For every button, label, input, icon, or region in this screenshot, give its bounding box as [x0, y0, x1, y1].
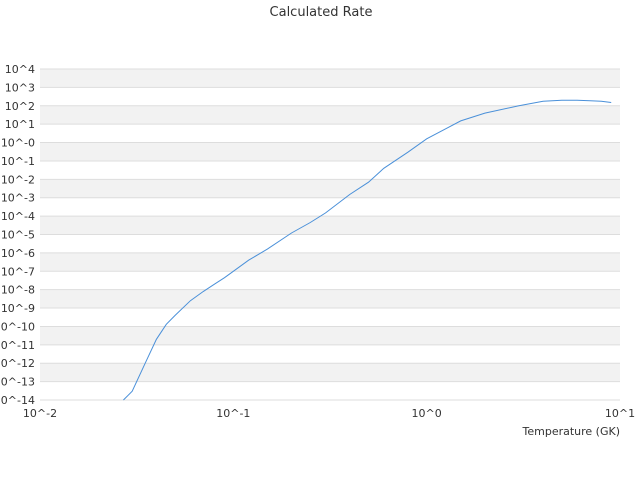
- grid-band: [40, 179, 620, 198]
- grid-band: [40, 271, 620, 290]
- y-tick-label: 10^4: [5, 63, 35, 76]
- series-line: [123, 99, 612, 401]
- grid-band: [40, 289, 620, 309]
- y-tick-label: 10^-6: [1, 247, 35, 260]
- y-tick-label: 10^-7: [1, 265, 35, 278]
- y-tick-label: 10^-11: [0, 339, 35, 352]
- grid-band: [40, 234, 620, 253]
- grid-band: [40, 344, 620, 364]
- grid-band: [40, 308, 620, 327]
- grid-band: [40, 363, 620, 382]
- grid-band: [40, 216, 620, 235]
- y-axis: 10^-14 10^-13 10^-12 10^-11 10^-10 10^-9 10^-8…: [0, 63, 35, 407]
- series-layer: [123, 99, 612, 401]
- y-tick-label: 10^-0: [1, 137, 35, 150]
- grid-band: [40, 252, 620, 272]
- y-tick-label: 10^-9: [1, 302, 35, 315]
- grid-band: [40, 105, 620, 125]
- grid-band: [40, 326, 620, 345]
- grid-band: [40, 87, 620, 106]
- y-tick-label: 10^-8: [1, 284, 35, 297]
- x-axis: 10^-2 10^-1 10^0 10^1: [23, 407, 635, 420]
- y-tick-label: 10^-5: [1, 229, 35, 242]
- y-tick-label: 10^-10: [0, 320, 35, 333]
- y-tick-label: 10^2: [5, 100, 35, 113]
- x-tick-label: 10^-1: [216, 407, 250, 420]
- y-tick-label: 10^-1: [1, 155, 35, 168]
- x-tick-label: 10^-2: [23, 407, 57, 420]
- x-axis-label: Temperature (GK): [522, 425, 621, 438]
- grid-band: [40, 160, 620, 180]
- y-tick-label: 10^-4: [1, 210, 35, 223]
- y-tick-label: 10^-12: [0, 357, 35, 370]
- x-tick-label: 10^0: [412, 407, 442, 420]
- grid-band: [40, 69, 620, 88]
- grid-band: [40, 142, 620, 161]
- x-tick-label: 10^1: [605, 407, 635, 420]
- y-tick-label: 10^-2: [1, 173, 35, 186]
- plot-background: [40, 68, 620, 401]
- y-tick-label: 10^3: [5, 81, 35, 94]
- y-tick-label: 10^-14: [0, 394, 35, 407]
- grid-band: [40, 381, 620, 400]
- grid-band: [40, 124, 620, 143]
- y-tick-label: 10^1: [5, 118, 35, 131]
- grid-band: [40, 197, 620, 217]
- y-tick-label: 10^-13: [0, 376, 35, 389]
- y-tick-label: 10^-3: [1, 192, 35, 205]
- chart-title: Calculated Rate: [270, 5, 373, 20]
